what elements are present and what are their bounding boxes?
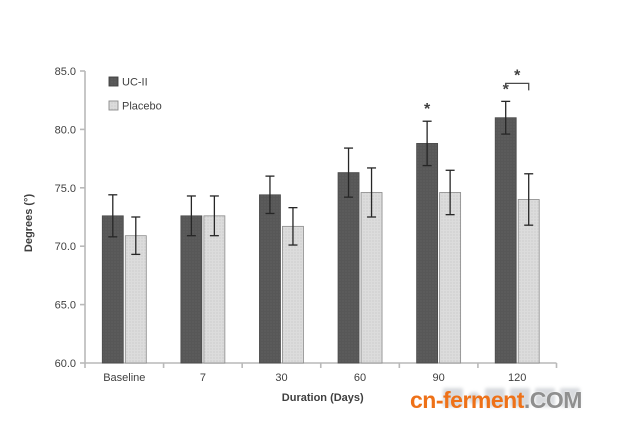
site-watermark: cn-ferment.COM xyxy=(410,387,625,417)
x-axis-title: Duration (Days) xyxy=(282,392,364,404)
error-bar-uc-ii-120 xyxy=(501,100,511,135)
error-bar-placebo-60 xyxy=(367,167,377,218)
x-tick-label-120: 120 xyxy=(508,372,526,384)
x-tick-label-90: 90 xyxy=(433,372,445,384)
legend-label-placebo: Placebo xyxy=(122,101,162,113)
y-tick-label: 70.0 xyxy=(55,241,76,253)
comparison-bracket xyxy=(505,82,530,91)
legend-swatch-placebo xyxy=(108,100,119,111)
y-tick-label: 85.0 xyxy=(55,66,76,78)
y-tick-label: 65.0 xyxy=(55,300,76,312)
watermark-site-text: cn-ferment xyxy=(410,387,524,413)
legend-swatch-ucii xyxy=(108,76,119,87)
x-tick-label-Baseline: Baseline xyxy=(103,372,145,384)
error-bar-uc-ii-60 xyxy=(344,147,354,198)
error-bar-uc-ii-7 xyxy=(186,195,196,237)
error-bar-placebo-30 xyxy=(288,207,298,246)
bar-placebo-90 xyxy=(439,192,462,364)
y-axis-title: Degrees (°) xyxy=(23,194,35,253)
error-bar-placebo-baseline xyxy=(131,216,141,256)
bar-placebo-60 xyxy=(360,192,383,364)
y-tick-label: 75.0 xyxy=(55,183,76,195)
error-bar-uc-ii-90 xyxy=(422,120,432,167)
watermark-tld-text: .COM xyxy=(523,387,583,413)
bar-ucii-60 xyxy=(337,172,360,364)
bar-placebo-30 xyxy=(282,225,304,364)
bar-ucii-7 xyxy=(180,215,203,364)
error-bar-placebo-120 xyxy=(524,173,534,226)
error-bar-uc-ii-30 xyxy=(265,175,275,215)
error-bar-placebo-7 xyxy=(209,195,219,237)
bar-ucii-120 xyxy=(494,117,517,364)
bar-ucii-90 xyxy=(416,143,439,364)
error-bar-uc-ii-baseline xyxy=(108,194,118,238)
y-tick-label: 60.0 xyxy=(55,358,76,370)
bar-placebo-7 xyxy=(203,215,226,364)
error-bar-placebo-90 xyxy=(445,169,455,216)
bar-ucii-baseline xyxy=(101,215,124,364)
bracket-star: * xyxy=(514,67,521,84)
significance-star-90: * xyxy=(424,101,431,118)
significance-star-120: * xyxy=(503,81,510,98)
x-tick-label-60: 60 xyxy=(354,372,366,384)
bar-ucii-30 xyxy=(259,194,281,364)
faint-cjk-watermark xyxy=(443,384,625,411)
legend-label-ucii: UC-II xyxy=(122,77,148,89)
x-tick-label-30: 30 xyxy=(275,372,287,384)
x-tick-label-7: 7 xyxy=(200,372,206,384)
y-tick-label: 80.0 xyxy=(55,124,76,136)
